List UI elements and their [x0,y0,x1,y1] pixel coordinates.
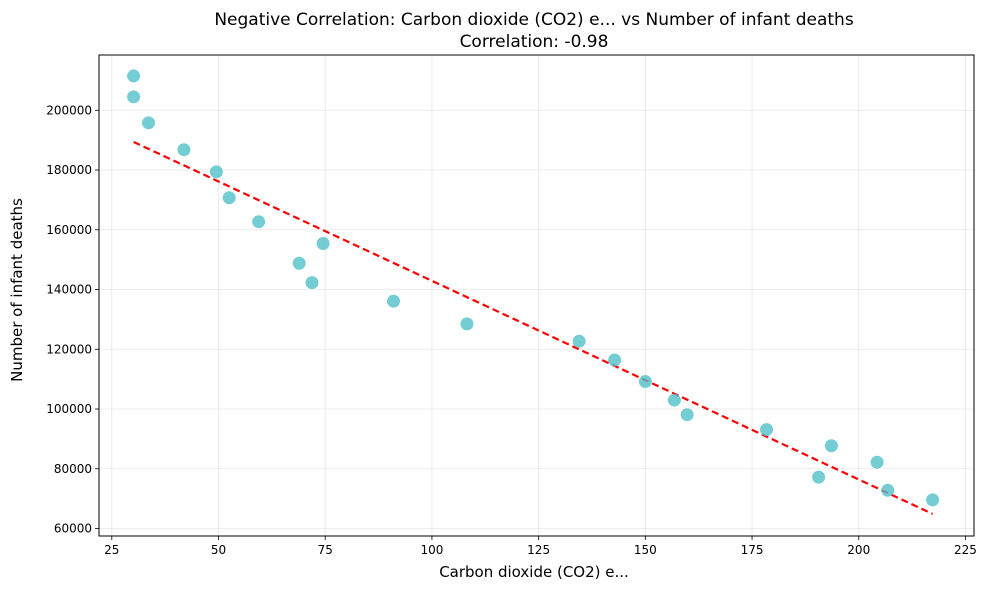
data-point [209,165,223,179]
x-tick-label: 200 [847,543,870,557]
chart-title: Negative Correlation: Carbon dioxide (CO… [214,10,854,30]
data-point [824,439,838,453]
plot-frame [98,54,975,537]
data-point [292,256,306,270]
data-point [680,408,694,422]
data-point [572,334,586,348]
data-point [667,393,681,407]
x-tick-label: 150 [634,543,657,557]
data-point [127,90,141,104]
x-axis-label: Carbon dioxide (CO2) e... [439,563,629,581]
data-point [387,294,401,308]
points-layer [127,69,940,507]
data-point [760,423,774,437]
data-point [127,69,141,83]
grid [99,55,974,536]
data-point [812,470,826,484]
y-tick-label: 180000 [46,163,92,177]
x-tick-label: 100 [420,543,443,557]
y-axis-ticks: 60000 80000 100000 120000 140000 160000 180000… [46,103,99,536]
y-tick-label: 60000 [54,522,92,536]
data-point [460,317,474,331]
data-point [305,276,319,290]
data-point [638,375,652,389]
data-point [926,493,940,507]
x-tick-label: 25 [104,543,119,557]
data-point [252,215,266,229]
y-tick-label: 140000 [46,283,92,297]
y-tick-label: 120000 [46,342,92,356]
y-tick-label: 80000 [54,462,92,476]
x-tick-label: 225 [954,543,977,557]
y-tick-label: 200000 [46,103,92,117]
data-point [142,116,156,130]
chart-subtitle: Correlation: -0.98 [460,32,609,52]
data-point [608,353,622,367]
data-point [881,483,895,497]
y-tick-label: 160000 [46,223,92,237]
data-point [222,191,236,205]
x-tick-label: 50 [211,543,226,557]
y-tick-label: 100000 [46,402,92,416]
data-point [870,455,884,469]
data-point [316,237,330,251]
trendline-layer [133,140,934,515]
data-point [177,143,191,157]
trend-line [133,140,934,515]
x-axis-ticks: 25 50 75 100 125 150 175 200 225 [104,536,977,557]
x-tick-label: 175 [741,543,764,557]
x-tick-label: 75 [318,543,333,557]
x-tick-label: 125 [527,543,550,557]
y-axis-label: Number of infant deaths [8,198,26,382]
